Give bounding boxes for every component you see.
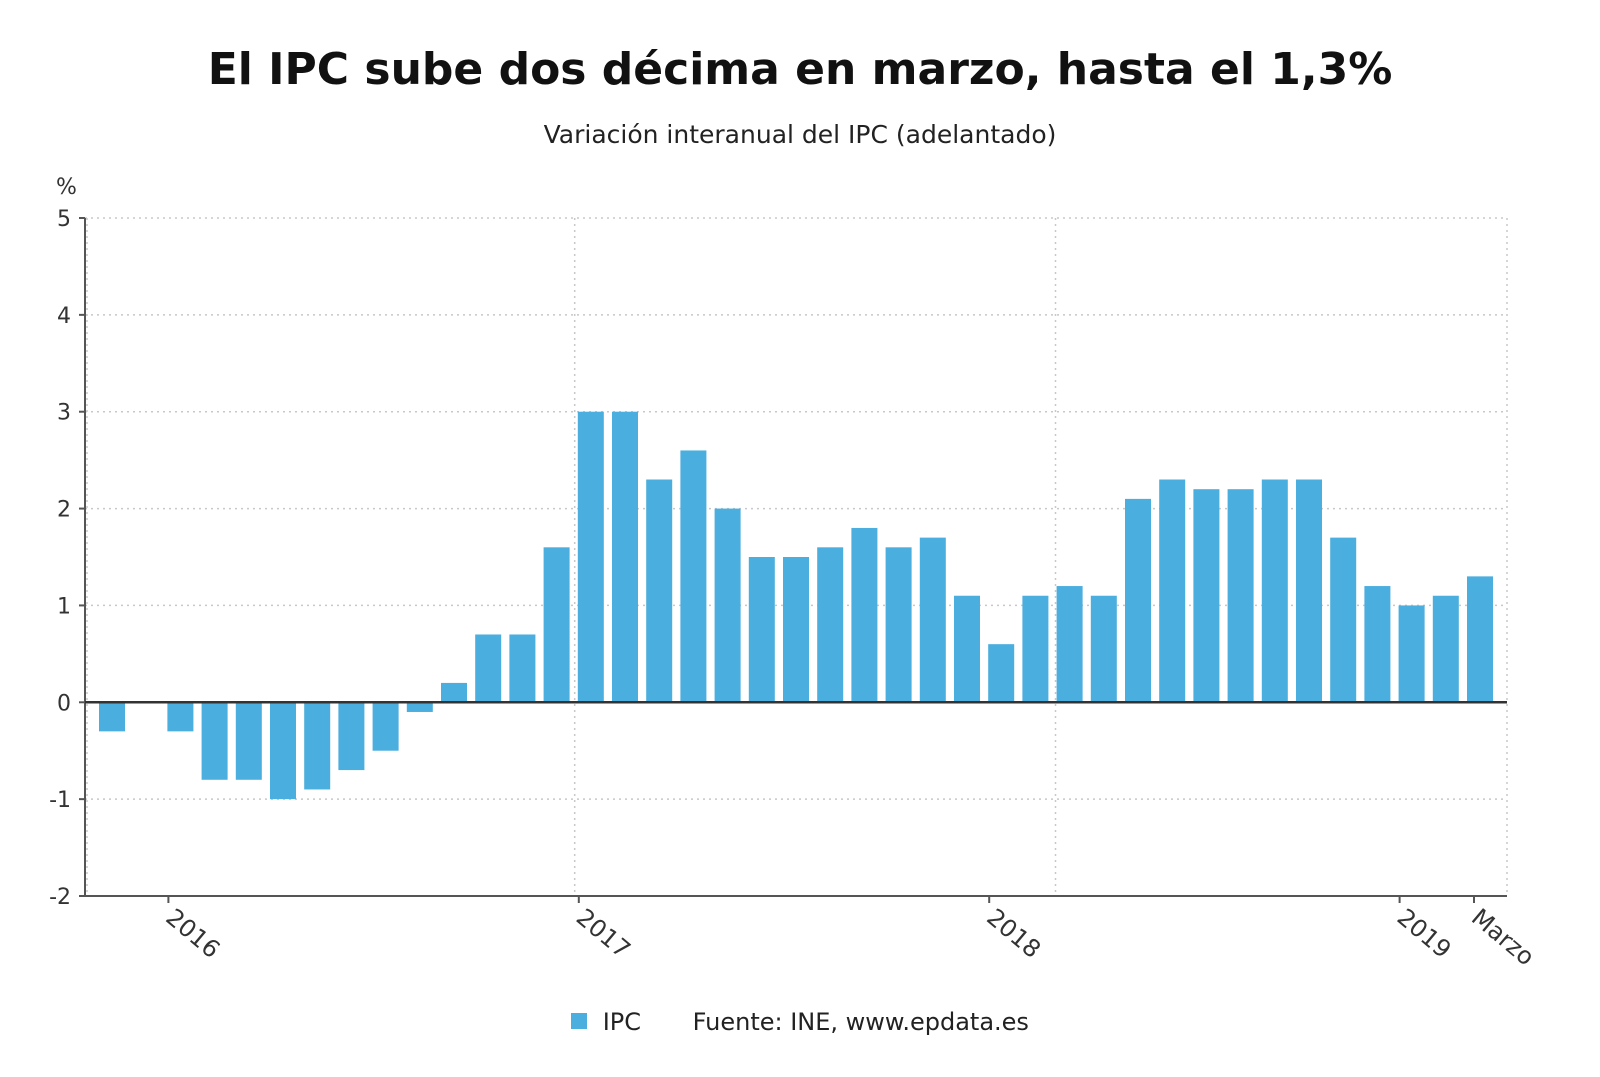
y-tick-label-4: 4 — [57, 304, 71, 329]
legend-item-ipc[interactable]: IPC — [571, 1008, 641, 1036]
y-tick-label-0: 0 — [57, 691, 71, 716]
source-note: Fuente: INE, www.epdata.es — [692, 1008, 1029, 1036]
bar-30 — [1125, 498, 1151, 703]
bar-36 — [1330, 537, 1357, 703]
bar-32 — [1193, 489, 1220, 703]
bar-33 — [1227, 489, 1254, 703]
x-tick-label-2016: 2016 — [161, 903, 226, 964]
bar-37 — [1364, 586, 1391, 703]
y-tick-labels: 5 4 3 2 1 0 -1 -2 — [49, 207, 71, 910]
x-tick-label-2018: 2018 — [981, 903, 1046, 964]
y-tick-label-1: 1 — [57, 594, 71, 619]
bar-2 — [167, 702, 194, 732]
bar-9 — [406, 702, 433, 712]
legend-swatch-ipc — [571, 1013, 588, 1029]
bar-4 — [235, 702, 262, 780]
bar-26 — [988, 644, 1015, 703]
y-tick-label--1: -1 — [49, 788, 71, 813]
legend-label-ipc: IPC — [602, 1008, 641, 1036]
y-tick-label-3: 3 — [57, 401, 71, 426]
bar-18 — [714, 508, 741, 703]
bar-8 — [372, 702, 399, 751]
x-tick-labels: 2016 2017 2018 2019 Marzo — [161, 896, 1540, 971]
bar-20 — [783, 557, 809, 703]
bar-14 — [577, 411, 604, 703]
bar-38 — [1398, 605, 1425, 703]
ipc-bar-chart: % 5 4 3 2 1 0 -1 -2 2016 2017 2018 2019 Marzo — [49, 175, 1540, 971]
bar-5 — [270, 702, 296, 800]
bar-31 — [1159, 479, 1186, 703]
bar-6 — [304, 702, 331, 790]
chart-title: El IPC sube dos décima en marzo, hasta e… — [207, 44, 1393, 95]
bar-35 — [1296, 479, 1322, 703]
legend: IPC Fuente: INE, www.epdata.es — [0, 1008, 1600, 1036]
bar-13 — [543, 547, 570, 703]
grid-lines — [85, 217, 1508, 897]
bar-10 — [441, 682, 467, 703]
bar-22 — [851, 527, 878, 703]
axes-group — [79, 217, 1507, 897]
bars-group — [99, 411, 1493, 800]
x-tick-label-marzo: Marzo — [1466, 903, 1540, 971]
x-tick-label-2019: 2019 — [1392, 903, 1457, 964]
y-tick-label-2: 2 — [57, 498, 71, 523]
bar-7 — [338, 702, 365, 771]
bar-28 — [1056, 586, 1083, 703]
bar-34 — [1261, 479, 1288, 703]
bar-17 — [680, 450, 707, 703]
y-axis-unit-label: % — [56, 175, 77, 200]
x-tick-label-2017: 2017 — [571, 903, 636, 964]
bar-15 — [612, 411, 638, 703]
bar-39 — [1432, 595, 1459, 703]
bar-0 — [99, 702, 125, 732]
bar-19 — [748, 557, 775, 703]
bar-40 — [1467, 576, 1493, 703]
bar-11 — [475, 634, 502, 703]
bar-12 — [509, 634, 536, 703]
bar-29 — [1090, 595, 1117, 703]
bar-21 — [817, 547, 844, 703]
bar-24 — [919, 537, 946, 703]
bar-25 — [954, 595, 980, 703]
bar-3 — [201, 702, 228, 780]
bar-16 — [646, 479, 673, 703]
bar-27 — [1022, 595, 1049, 703]
y-tick-label-5: 5 — [57, 207, 71, 232]
chart-subtitle: Variación interanual del IPC (adelantado… — [543, 120, 1057, 149]
y-tick-label--2: -2 — [49, 885, 71, 910]
bar-23 — [885, 547, 912, 703]
